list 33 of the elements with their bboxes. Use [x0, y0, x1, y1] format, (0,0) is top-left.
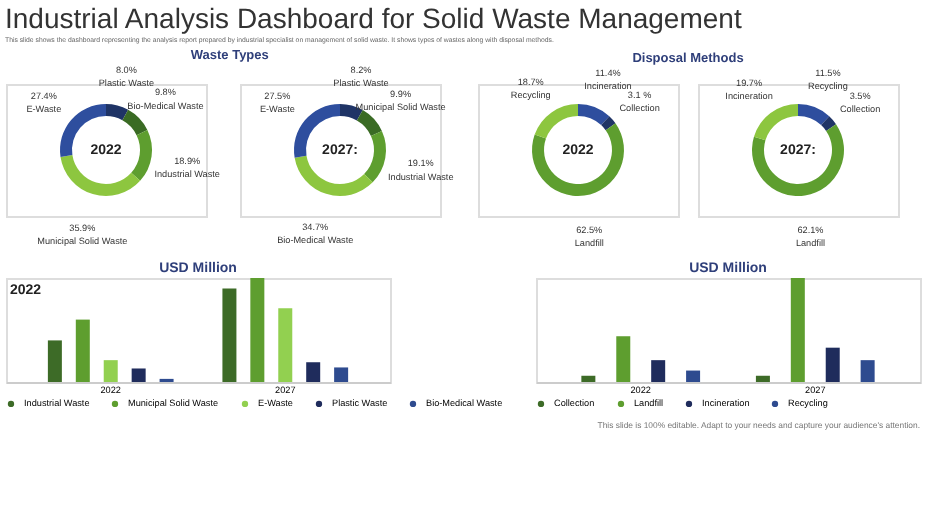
donut-slice [532, 123, 624, 196]
bar [825, 347, 840, 382]
bar [250, 278, 265, 382]
bar [47, 340, 62, 382]
text: Industrial Analysis Dashboard for Solid Waste Management [5, 1, 742, 34]
donut-slice [356, 110, 382, 136]
donut-slice [752, 124, 844, 196]
bar [334, 367, 349, 382]
bar [278, 308, 293, 382]
bar [75, 319, 90, 382]
donut-slice [122, 109, 148, 136]
bar [860, 360, 875, 382]
bar [790, 278, 805, 382]
bar [651, 360, 666, 382]
donut-slice [753, 104, 798, 141]
donut-slice [60, 155, 141, 196]
bar [131, 368, 146, 382]
bar [306, 362, 321, 382]
bar [616, 336, 631, 382]
donut-slice [534, 104, 578, 139]
donut-slice [364, 130, 386, 183]
bar [581, 375, 596, 382]
donut-slice [294, 155, 373, 196]
donut-slice [131, 129, 152, 181]
donut-slice [106, 104, 129, 121]
donut-slice [821, 116, 837, 131]
bar [755, 375, 770, 382]
donut-slice [798, 104, 830, 126]
bar [222, 288, 237, 382]
donut-slice [601, 116, 616, 131]
donut-slice [578, 104, 610, 126]
bar [686, 370, 701, 382]
bar [103, 360, 118, 382]
